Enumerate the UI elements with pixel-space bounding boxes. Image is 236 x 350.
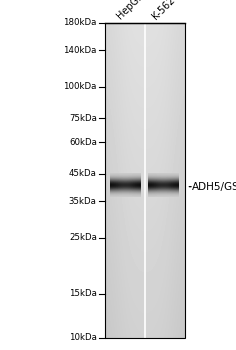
Text: 100kDa: 100kDa [63,82,97,91]
Text: HepG2: HepG2 [114,0,145,21]
Text: 180kDa: 180kDa [63,18,97,27]
Text: 35kDa: 35kDa [69,197,97,206]
Text: 140kDa: 140kDa [63,46,97,55]
Text: K-562: K-562 [150,0,176,21]
Text: 45kDa: 45kDa [69,169,97,178]
Text: 10kDa: 10kDa [69,333,97,342]
Text: 15kDa: 15kDa [69,289,97,298]
Text: 75kDa: 75kDa [69,114,97,122]
Text: 25kDa: 25kDa [69,233,97,243]
Text: ADH5/GSNOR: ADH5/GSNOR [192,182,236,192]
Text: 60kDa: 60kDa [69,138,97,147]
Bar [105,23,185,338]
